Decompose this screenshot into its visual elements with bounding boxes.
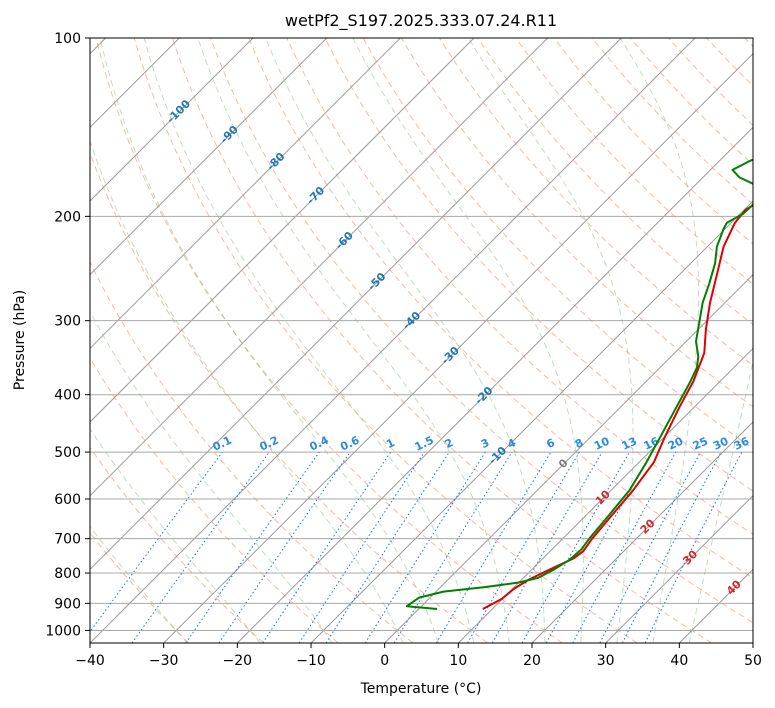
isotherm-m40 (90, 38, 696, 643)
x-tick-label-20: 20 (523, 653, 541, 669)
moist-adiabat-m20 (90, 428, 261, 643)
moist-adiabat-10 (143, 38, 475, 643)
isotherm-30 (605, 494, 753, 643)
mixing-ratio-line-2 (325, 451, 450, 643)
mixing-ratio-line-0_2 (131, 451, 270, 643)
mixing-ratio-label-25: 25 (691, 435, 710, 453)
y-tick-label-400: 400 (54, 388, 81, 404)
x-axis: −40 −30 −20 −10 0 10 20 30 40 50 (75, 643, 762, 669)
mixing-ratio-line-4 (393, 451, 513, 643)
dewpoint-trace (405, 158, 753, 610)
dry-adiabat-130 (515, 38, 753, 285)
y-tick-label-200: 200 (54, 209, 81, 225)
isotherm-20 (531, 421, 753, 643)
mixing-ratio-label-13: 13 (620, 435, 639, 453)
y-tick-label-900: 900 (54, 596, 81, 612)
mixing-ratio-line-1_5 (298, 451, 425, 643)
isotherm-10 (457, 347, 753, 643)
isotherm-m80 (90, 38, 401, 350)
mixing-ratio-label-36: 36 (732, 434, 752, 452)
moist-adiabat-m10 (90, 310, 333, 643)
isotherm-50 (752, 642, 753, 643)
dry-adiabat-20 (95, 38, 563, 643)
isotherm-m50 (90, 38, 622, 571)
dry-adiabat-40 (171, 38, 712, 643)
moist-adiabat-20 (265, 38, 546, 643)
chart-title: wetPf2_S197.2025.333.07.24.R11 (285, 11, 557, 31)
plot-background (90, 38, 753, 643)
dry-adiabat-m10 (90, 357, 339, 643)
mixing-ratio-label-10: 10 (592, 434, 612, 452)
y-axis-title: Pressure (hPa) (12, 290, 28, 390)
y-tick-label-500: 500 (54, 445, 81, 461)
background-lines (90, 38, 753, 643)
moist-adiabat-40 (688, 359, 753, 643)
dry-adiabat-60 (248, 38, 753, 579)
dry-adiabat-70 (286, 38, 753, 535)
isotherm-m20 (236, 126, 753, 643)
isotherm-m90 (90, 38, 328, 276)
isotherm-m10 (310, 200, 753, 643)
dry-adiabat-0 (90, 260, 414, 643)
y-tick-label-1000: 1000 (45, 623, 81, 639)
dry-adiabat-30 (133, 38, 638, 643)
dry-adiabat-m20 (90, 446, 264, 643)
dry-adiabat-50 (210, 38, 753, 624)
y-axis: 100 200 300 400 500 600 700 800 900 1000 (45, 31, 90, 639)
y-tick-label-800: 800 (54, 566, 81, 582)
sounding-traces (405, 158, 753, 610)
x-tick-label-m20: −20 (223, 653, 253, 669)
x-tick-label-10: 10 (449, 653, 467, 669)
moist-adiabat-25 (352, 38, 584, 643)
mixing-ratio-label-30: 30 (711, 434, 731, 452)
isotherm-m30 (163, 52, 753, 643)
mixing-ratio-line-1 (262, 451, 392, 643)
x-tick-label-m10: −10 (296, 653, 326, 669)
isotherm-m100 (90, 38, 254, 202)
moist-adiabat-m30 (90, 525, 188, 643)
isotherm-0 (384, 273, 753, 643)
moist-adiabat-35 (619, 38, 699, 643)
y-tick-label-300: 300 (54, 314, 81, 330)
mixing-ratio-label-20: 20 (666, 434, 686, 452)
y-tick-label-600: 600 (54, 492, 81, 508)
isotherm-m70 (90, 38, 475, 423)
dry-adiabat-80 (324, 38, 753, 492)
y-tick-label-700: 700 (54, 532, 81, 548)
mixing-ratio-line-0_4 (185, 451, 320, 643)
x-tick-label-30: 30 (597, 653, 615, 669)
plot-frame (89, 37, 754, 644)
mixing-ratio-label-16: 16 (642, 434, 662, 452)
y-tick-label-100: 100 (54, 31, 81, 47)
x-tick-label-m30: −30 (149, 653, 179, 669)
mixing-ratio-line-13 (521, 451, 630, 643)
x-tick-label-0: 0 (380, 653, 389, 669)
x-axis-title: Temperature (°C) (360, 681, 482, 697)
mixing-ratio-line-20 (572, 451, 677, 643)
moist-adiabat-5 (99, 38, 439, 643)
mixing-ratio-line-0_1 (90, 451, 223, 633)
x-tick-label-40: 40 (670, 653, 688, 669)
x-tick-label-m40: −40 (75, 653, 105, 669)
temperature-trace (482, 204, 753, 610)
isotherm-m60 (90, 38, 549, 497)
mixing-ratio-line-36 (644, 451, 743, 643)
moist-adiabat-0 (90, 139, 404, 643)
moist-adiabat-15 (197, 38, 510, 643)
x-tick-label-50: 50 (744, 653, 762, 669)
mixing-ratio-line-16 (545, 451, 653, 643)
mixing-ratio-line-0_6 (218, 451, 351, 643)
